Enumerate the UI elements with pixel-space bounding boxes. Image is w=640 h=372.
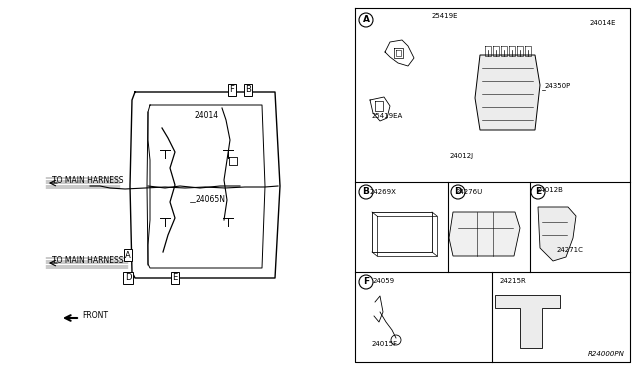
Text: 24015F: 24015F [372,341,398,347]
Polygon shape [538,207,576,261]
Text: FRONT: FRONT [82,311,108,320]
Text: 24215R: 24215R [500,278,527,284]
Text: TO MAIN HARNESS: TO MAIN HARNESS [52,176,124,185]
Polygon shape [475,55,540,130]
Polygon shape [449,212,520,256]
Text: 25419E: 25419E [432,13,458,19]
Text: A: A [362,16,369,25]
Text: E: E [535,187,541,196]
Text: 24065N: 24065N [195,195,225,204]
Text: 24276U: 24276U [456,189,483,195]
Text: E: E [172,273,178,282]
Text: D: D [454,187,461,196]
Text: 24059: 24059 [373,278,395,284]
Text: 24014E: 24014E [590,20,616,26]
Text: 24350P: 24350P [545,83,572,89]
Text: 24014: 24014 [195,111,219,120]
Text: F: F [363,278,369,286]
Text: F: F [230,86,234,94]
Text: 25419EA: 25419EA [372,113,403,119]
Text: D: D [125,273,131,282]
Text: 24012B: 24012B [537,187,564,193]
Text: A: A [125,250,131,260]
Text: B: B [245,86,251,94]
Text: 24269X: 24269X [370,189,397,195]
Text: R24000PN: R24000PN [588,351,625,357]
Polygon shape [495,295,560,348]
Text: 24012J: 24012J [450,153,474,159]
Text: B: B [363,187,369,196]
Text: TO MAIN HARNESS: TO MAIN HARNESS [52,256,124,265]
Text: 24271C: 24271C [557,247,584,253]
